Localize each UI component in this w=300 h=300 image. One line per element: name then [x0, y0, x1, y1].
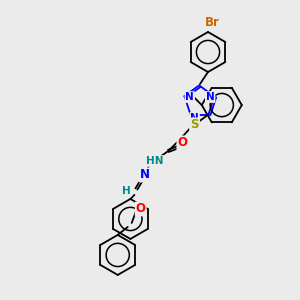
- Text: S: S: [190, 118, 199, 131]
- Text: Br: Br: [205, 16, 219, 28]
- Text: N: N: [190, 113, 199, 123]
- Text: N: N: [185, 92, 194, 102]
- Text: O: O: [177, 136, 188, 149]
- Text: O: O: [136, 202, 146, 215]
- Text: N: N: [206, 92, 214, 102]
- Text: N: N: [140, 168, 149, 182]
- Text: HN: HN: [146, 156, 163, 166]
- Text: H: H: [122, 186, 131, 196]
